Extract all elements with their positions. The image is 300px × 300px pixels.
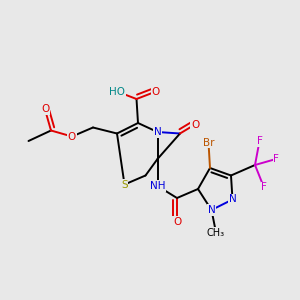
Text: N: N	[229, 194, 236, 205]
Text: O: O	[191, 119, 199, 130]
Text: F: F	[273, 154, 279, 164]
Text: F: F	[261, 182, 267, 193]
Text: S: S	[121, 179, 128, 190]
Text: O: O	[41, 104, 49, 115]
Text: N: N	[208, 205, 215, 215]
Text: O: O	[68, 131, 76, 142]
Text: O: O	[152, 86, 160, 97]
Text: NH: NH	[150, 181, 165, 191]
Text: O: O	[173, 217, 181, 227]
Text: Br: Br	[203, 137, 214, 148]
Text: CH₃: CH₃	[207, 227, 225, 238]
Text: N: N	[154, 127, 161, 137]
Text: F: F	[256, 136, 262, 146]
Text: HO: HO	[109, 86, 125, 97]
